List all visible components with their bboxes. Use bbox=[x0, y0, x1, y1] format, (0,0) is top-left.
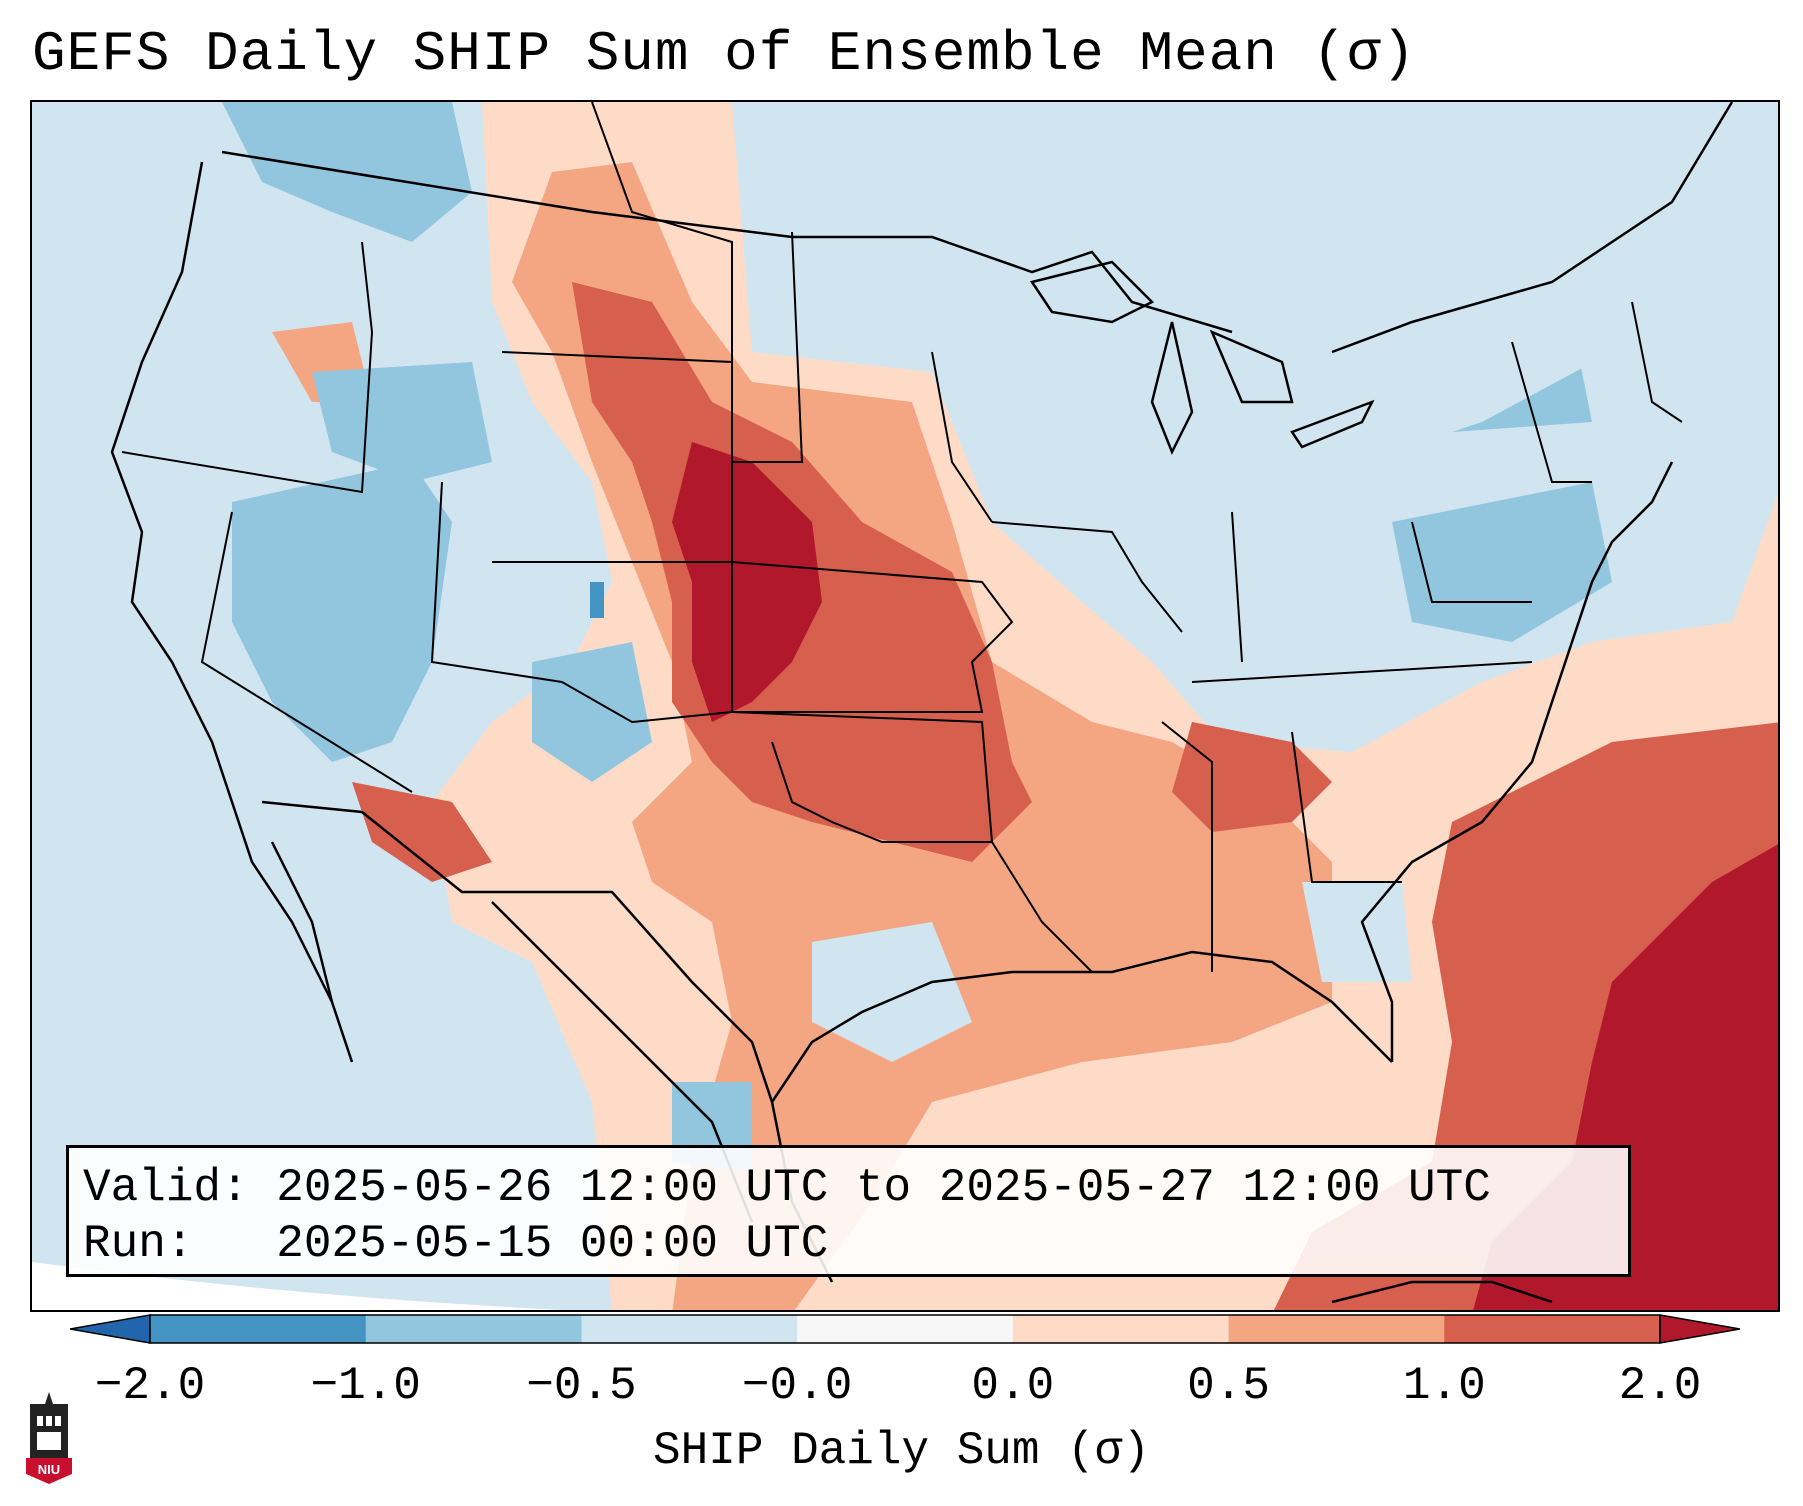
colorbar-extend-high bbox=[1659, 1314, 1741, 1344]
colorbar-segment bbox=[150, 1315, 367, 1343]
lake-huron bbox=[1209, 329, 1294, 404]
region-neg-weak-tx bbox=[812, 922, 972, 1062]
lake-erie bbox=[1290, 399, 1375, 449]
colorbar-tick-label: 1.0 bbox=[1402, 1360, 1486, 1412]
border-us-mexico bbox=[261, 800, 774, 1103]
state-line-in-oh bbox=[1231, 511, 1243, 663]
region-pos-strong-az bbox=[352, 782, 492, 882]
state-line-ny-ne bbox=[1511, 341, 1592, 483]
region-neg-strong-ut bbox=[590, 582, 604, 618]
state-line-al bbox=[1161, 721, 1213, 972]
state-boundaries bbox=[121, 102, 1683, 973]
region-neg-moderate-id bbox=[312, 362, 492, 482]
valid-value: 2025-05-26 12:00 UTC to 2025-05-27 12:00… bbox=[276, 1162, 1491, 1214]
state-line-sd bbox=[732, 231, 804, 463]
state-line-me bbox=[1631, 301, 1683, 423]
coast-atlantic bbox=[1360, 461, 1674, 1062]
region-neg-moderate-co bbox=[532, 642, 652, 782]
niu-logo: NIU bbox=[26, 1392, 72, 1484]
state-line-ut bbox=[430, 481, 563, 683]
valid-label: Valid: bbox=[83, 1162, 249, 1214]
map-svg bbox=[32, 102, 1778, 1310]
run-row: Run: 2025-05-15 00:00 UTC bbox=[83, 1216, 1614, 1272]
run-value: 2025-05-15 00:00 UTC bbox=[276, 1218, 829, 1270]
region-neg-weak-canada bbox=[972, 102, 1778, 522]
state-line-co bbox=[561, 562, 733, 724]
state-line-pa bbox=[1411, 521, 1532, 603]
state-line-la bbox=[991, 841, 1093, 973]
colorbar-segment bbox=[581, 1315, 798, 1343]
lake-michigan bbox=[1150, 321, 1194, 456]
political-boundaries bbox=[110, 102, 1734, 1304]
colorbar-tick-label: −1.0 bbox=[310, 1360, 421, 1412]
colorbar bbox=[69, 1314, 1741, 1344]
map-panel bbox=[30, 100, 1780, 1312]
state-line-ok bbox=[731, 711, 994, 843]
state-line-mn bbox=[931, 351, 993, 523]
colorbar-tick-label: 0.5 bbox=[1187, 1360, 1270, 1412]
state-line-ga bbox=[1291, 731, 1402, 883]
colorbar-tick-label: −2.0 bbox=[94, 1360, 206, 1412]
colorbar-tick-label: 0.0 bbox=[971, 1360, 1055, 1412]
border-us-canada-east bbox=[1331, 102, 1734, 354]
colorbar-svg bbox=[69, 1314, 1741, 1344]
state-line-mo bbox=[991, 521, 1183, 633]
anomaly-negative bbox=[222, 102, 1778, 1172]
colorbar-segment bbox=[1444, 1315, 1661, 1343]
colorbar-segment bbox=[797, 1315, 1014, 1343]
logo-text: NIU bbox=[38, 1462, 60, 1477]
colorbar-tick-label: −0.5 bbox=[526, 1360, 637, 1412]
region-neg-weak-manitoba bbox=[812, 102, 992, 242]
colorbar-label: SHIP Daily Sum (σ) bbox=[653, 1425, 1150, 1477]
logo-shield bbox=[26, 1458, 72, 1484]
logo-window bbox=[46, 1416, 52, 1426]
colorbar-border bbox=[149, 1314, 1661, 1344]
valid-run-box: Valid: 2025-05-26 12:00 UTC to 2025-05-2… bbox=[66, 1145, 1631, 1277]
region-pos-extreme-plains bbox=[672, 442, 822, 722]
lake-superior bbox=[1029, 260, 1155, 324]
colorbar-segment bbox=[365, 1315, 582, 1343]
coast-gulf bbox=[770, 950, 1393, 1103]
colorbar-segment bbox=[1012, 1315, 1230, 1343]
coast-baja bbox=[270, 841, 334, 1003]
logo-spire bbox=[45, 1392, 53, 1404]
state-line-mt bbox=[591, 102, 733, 362]
projection-edge bbox=[32, 1262, 562, 1310]
colorbar-tick-label: −0.0 bbox=[741, 1360, 853, 1412]
colorbar-extend-low bbox=[69, 1314, 151, 1344]
region-neg-moderate-nv bbox=[232, 462, 452, 762]
state-line-tn-nc bbox=[1191, 661, 1533, 683]
state-line-nw bbox=[121, 241, 374, 494]
run-label: Run: bbox=[83, 1218, 194, 1270]
valid-row: Valid: 2025-05-26 12:00 UTC to 2025-05-2… bbox=[83, 1160, 1614, 1216]
state-line-nv bbox=[200, 511, 413, 793]
coast-cuba bbox=[1331, 1280, 1553, 1304]
border-us-canada-west bbox=[221, 150, 1233, 334]
logo-window bbox=[37, 1416, 43, 1426]
coast-pacific bbox=[110, 161, 354, 1063]
colorbar-tick-label: 2.0 bbox=[1618, 1360, 1702, 1412]
chart-title: GEFS Daily SHIP Sum of Ensemble Mean (σ) bbox=[32, 22, 1417, 86]
colorbar-ticks: −2.0 −1.0 −0.5 −0.0 0.0 0.5 1.0 2.0 bbox=[0, 1360, 1803, 1420]
region-neg-weak-ga bbox=[1302, 882, 1412, 982]
state-line-ks bbox=[731, 561, 1014, 713]
logo-window bbox=[55, 1416, 61, 1426]
colorbar-segment bbox=[1228, 1315, 1445, 1343]
logo-door bbox=[37, 1432, 61, 1450]
